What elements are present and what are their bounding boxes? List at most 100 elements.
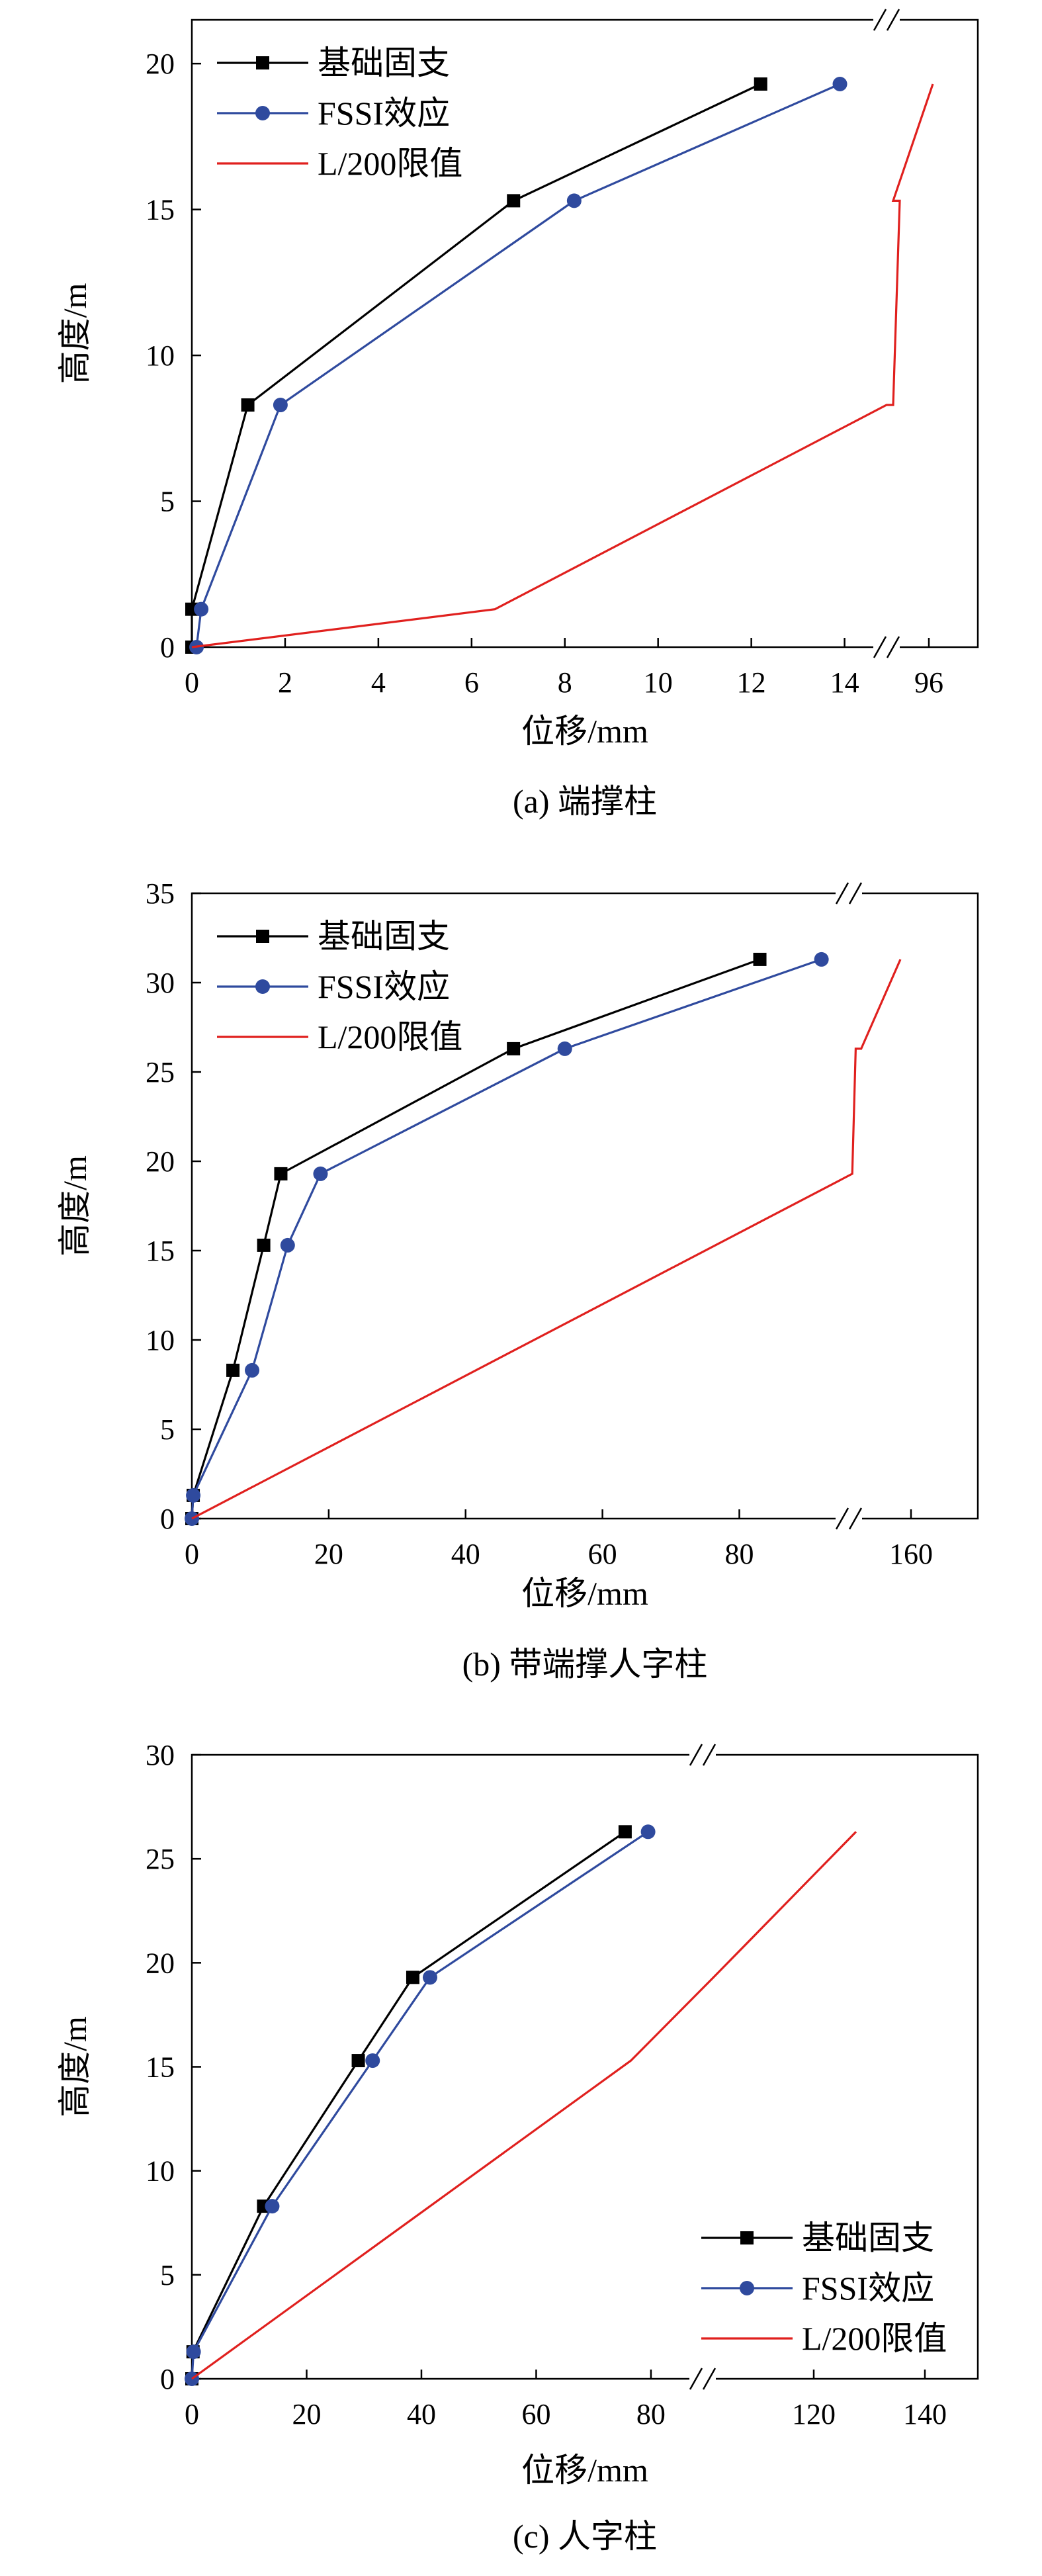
x-tick-label: 20 bbox=[292, 2398, 321, 2430]
x-tick-label: 96 bbox=[914, 666, 943, 699]
y-tick-label: 10 bbox=[146, 339, 175, 372]
axis-break-mark bbox=[873, 9, 887, 31]
legend-label: L/200限值 bbox=[318, 145, 462, 182]
y-tick-label: 5 bbox=[160, 2259, 175, 2291]
legend-marker-circle bbox=[255, 979, 270, 994]
legend-marker-square bbox=[256, 56, 269, 69]
data-point-square bbox=[351, 2054, 365, 2068]
chart-caption: (a) 端撑柱 bbox=[513, 783, 657, 820]
x-axis-label: 位移/mm bbox=[521, 1575, 648, 1612]
x-tick-label: 8 bbox=[558, 666, 572, 699]
x-tick-label: 40 bbox=[407, 2398, 436, 2430]
y-tick-label: 20 bbox=[146, 1947, 175, 1979]
data-point-circle bbox=[265, 2199, 280, 2214]
legend-marker-square bbox=[256, 930, 269, 943]
x-tick-label: 40 bbox=[451, 1538, 480, 1570]
plot-frame bbox=[191, 892, 979, 1520]
axis-break-gap-bottom bbox=[873, 644, 900, 650]
data-point-square bbox=[274, 1167, 288, 1180]
axis-break-gap-top bbox=[836, 890, 862, 897]
x-tick-label: 0 bbox=[185, 1538, 199, 1570]
legend-label: FSSI效应 bbox=[318, 968, 450, 1005]
y-tick-label: 0 bbox=[160, 1503, 175, 1535]
series-line-3 bbox=[191, 1831, 857, 2380]
y-tick-label: 0 bbox=[160, 631, 175, 664]
x-tick-label: 60 bbox=[588, 1538, 617, 1570]
data-point-circle bbox=[194, 601, 209, 617]
data-point-circle bbox=[313, 1166, 328, 1181]
series-line-2 bbox=[195, 83, 841, 648]
y-tick-label: 5 bbox=[160, 1413, 175, 1446]
data-point-square bbox=[241, 398, 255, 412]
y-tick-label: 25 bbox=[146, 1056, 175, 1088]
data-point-circle bbox=[365, 2053, 380, 2068]
chart-panel-2: 0 5 10 15 20 25 30 35 0 20 40 60 80 160 基础固支 FSSI效应 L/20… bbox=[56, 877, 979, 1683]
x-axis-label: 位移/mm bbox=[521, 2452, 648, 2489]
legend-marker-circle bbox=[740, 2281, 754, 2295]
y-tick-label: 15 bbox=[146, 1235, 175, 1267]
y-tick-label: 10 bbox=[146, 1324, 175, 1356]
axis-break-mark bbox=[886, 9, 900, 31]
x-tick-label: 0 bbox=[185, 666, 199, 699]
data-point-circle bbox=[814, 952, 829, 967]
x-tick-label: 6 bbox=[464, 666, 479, 699]
chart-panel-3: 0 5 10 15 20 25 30 0 20 40 60 80 120 140 基础固支 FSSI效应 L/2… bbox=[56, 1739, 979, 2555]
data-point-square bbox=[226, 1363, 240, 1377]
y-axis-label: 高度/m bbox=[56, 283, 93, 384]
x-tick-label: 14 bbox=[830, 666, 859, 699]
y-tick-label: 30 bbox=[146, 967, 175, 999]
axis-break-mark bbox=[689, 2368, 703, 2390]
y-tick-label: 35 bbox=[146, 877, 175, 910]
legend-label: FSSI效应 bbox=[318, 95, 450, 132]
axis-break-gap-top bbox=[689, 1752, 716, 1758]
axis-break-mark bbox=[873, 636, 887, 658]
x-tick-label: 20 bbox=[314, 1538, 343, 1570]
data-point-square bbox=[753, 952, 767, 966]
y-axis-label: 高度/m bbox=[56, 2016, 93, 2117]
y-tick-label: 20 bbox=[146, 1145, 175, 1178]
chart-caption: (c) 人字柱 bbox=[513, 2518, 657, 2555]
data-point-square bbox=[507, 194, 521, 208]
series-line-1 bbox=[191, 958, 761, 1519]
y-tick-label: 10 bbox=[146, 2155, 175, 2188]
series-line-1 bbox=[191, 1830, 626, 2379]
x-tick-label: 80 bbox=[725, 1538, 754, 1570]
y-tick-label: 30 bbox=[146, 1739, 175, 1771]
chart-panel-1: 0 5 10 15 20 0 2 4 6 8 10 12 14 96 基础固支 FSSI效应 L/200限值位移… bbox=[56, 9, 979, 820]
x-tick-label: 120 bbox=[792, 2398, 836, 2430]
chart-caption: (b) 带端撑人字柱 bbox=[462, 1646, 708, 1683]
plot-frame bbox=[191, 19, 979, 648]
axis-break-gap-top bbox=[873, 17, 900, 23]
legend-label: 基础固支 bbox=[318, 44, 450, 81]
x-tick-label: 160 bbox=[889, 1538, 933, 1570]
y-tick-label: 15 bbox=[146, 2051, 175, 2084]
data-point-circle bbox=[186, 2344, 201, 2360]
data-point-circle bbox=[640, 1824, 656, 1840]
legend-marker-square bbox=[740, 2231, 754, 2244]
data-point-circle bbox=[280, 1237, 295, 1253]
x-tick-label: 4 bbox=[371, 666, 386, 699]
axis-break-mark bbox=[702, 1744, 716, 1766]
x-tick-label: 140 bbox=[903, 2398, 947, 2430]
legend-label: 基础固支 bbox=[802, 2219, 934, 2256]
axis-break-mark bbox=[702, 2368, 716, 2390]
axis-break-mark bbox=[835, 882, 849, 905]
axis-break-mark bbox=[848, 882, 863, 905]
data-point-square bbox=[618, 1825, 632, 1839]
axis-break-mark bbox=[689, 1744, 703, 1766]
axis-break-mark bbox=[835, 1507, 849, 1530]
data-point-circle bbox=[422, 1970, 437, 1985]
data-point-circle bbox=[557, 1041, 572, 1056]
x-tick-label: 2 bbox=[278, 666, 292, 699]
x-tick-label: 10 bbox=[644, 666, 673, 699]
series-line-3 bbox=[191, 959, 902, 1520]
y-axis-label: 高度/m bbox=[56, 1155, 93, 1257]
data-point-square bbox=[406, 1971, 419, 1984]
legend-label: 基础固支 bbox=[318, 918, 450, 955]
data-point-circle bbox=[566, 193, 582, 208]
axis-break-mark bbox=[886, 636, 900, 658]
series-line-3 bbox=[191, 83, 934, 648]
y-tick-label: 0 bbox=[160, 2363, 175, 2395]
x-tick-label: 0 bbox=[185, 2398, 199, 2430]
